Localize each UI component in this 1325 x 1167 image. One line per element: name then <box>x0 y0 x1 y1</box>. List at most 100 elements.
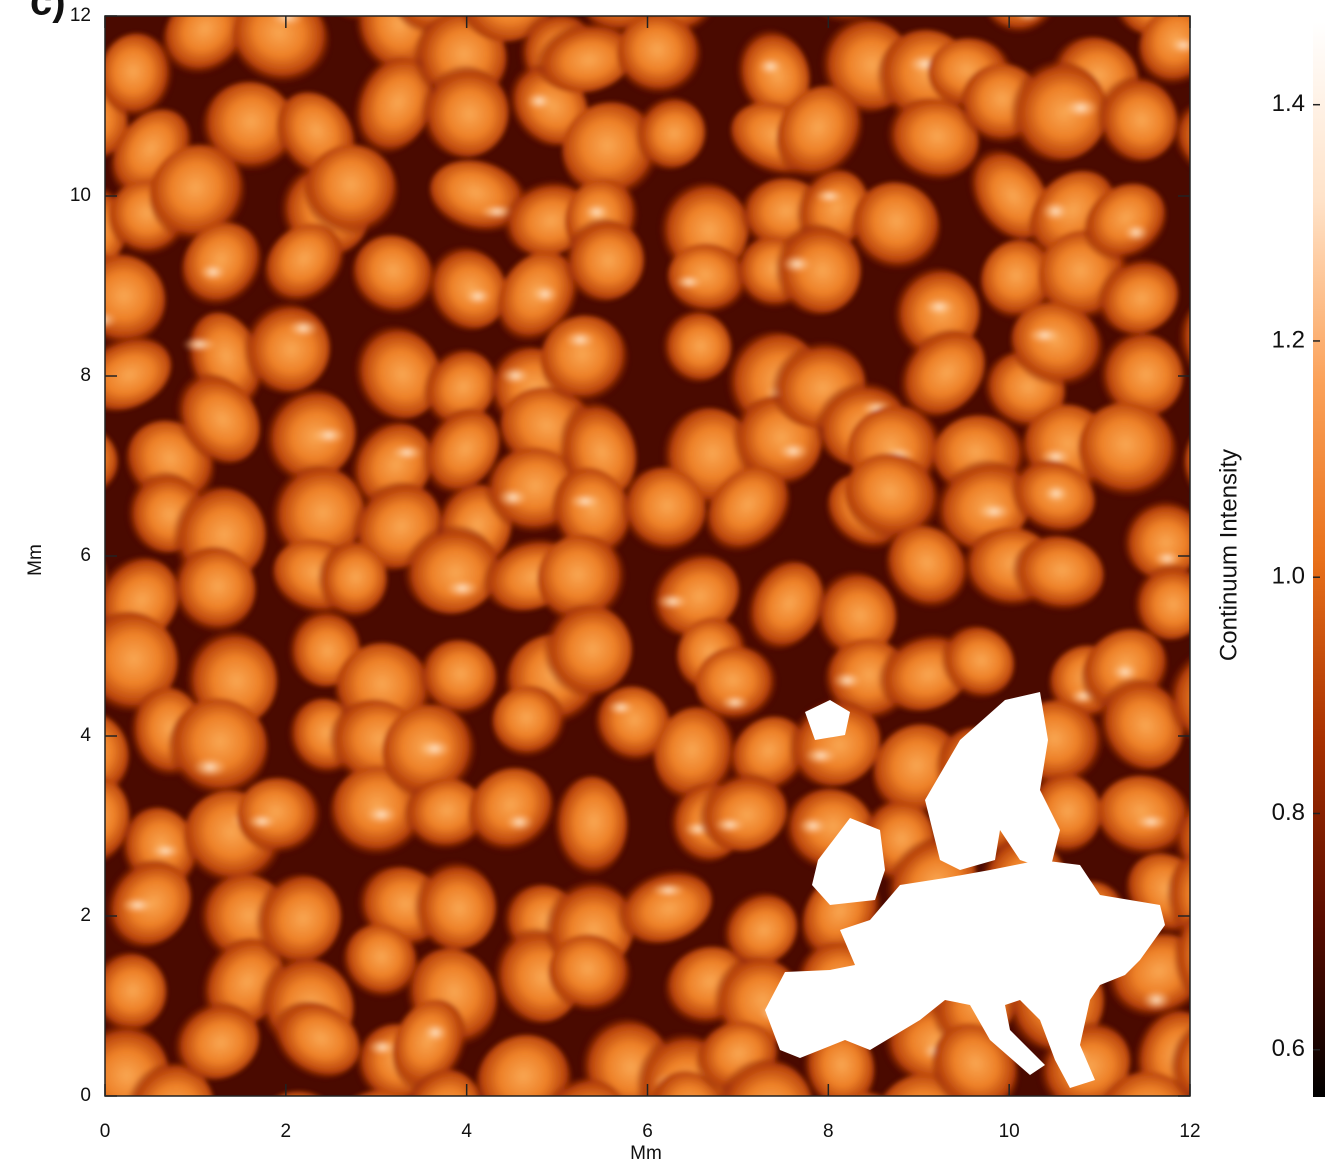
bright-spot <box>247 814 277 829</box>
bright-spot <box>86 311 118 329</box>
bright-spot <box>1170 37 1196 54</box>
granule <box>1209 0 1295 35</box>
bright-spot <box>777 442 808 460</box>
bright-spot <box>423 1023 448 1042</box>
bright-spot <box>1134 814 1167 830</box>
colorbar-tick-label: 1.0 <box>1272 563 1305 590</box>
granule <box>0 6 119 131</box>
x-axis-label: Mm <box>630 1143 662 1164</box>
x-tick-label: 6 <box>642 1121 653 1142</box>
y-tick-label: 0 <box>80 1085 91 1106</box>
x-tick-label: 8 <box>823 1121 834 1142</box>
bright-spot <box>1254 617 1285 636</box>
x-tick-label: 2 <box>281 1121 292 1142</box>
granule <box>0 836 118 959</box>
bright-spot <box>538 1135 569 1153</box>
colorbar-label: Continuum Intensity <box>1215 449 1242 661</box>
granule <box>1187 138 1302 251</box>
granule <box>954 1086 1088 1167</box>
y-tick-label: 8 <box>80 365 91 386</box>
bright-spot <box>51 1129 84 1145</box>
granule <box>152 0 241 2</box>
bright-spot <box>501 367 530 384</box>
colorbar-tick-label: 0.6 <box>1272 1035 1305 1062</box>
granule <box>1180 1048 1316 1167</box>
granule <box>6 939 81 1012</box>
bright-spot <box>200 263 227 281</box>
colorbar-tick-label: 1.4 <box>1272 90 1305 117</box>
granule <box>498 1090 610 1167</box>
granule <box>220 0 324 11</box>
bright-spot <box>53 509 87 523</box>
bright-spot <box>193 757 228 777</box>
bright-spot <box>1142 990 1171 1010</box>
bright-spot <box>1193 908 1228 923</box>
panel-label: c) <box>30 0 66 24</box>
heatmap-image <box>0 0 1316 1167</box>
bright-spot <box>365 805 397 824</box>
x-tick-label: 10 <box>999 1121 1020 1142</box>
bright-spot <box>833 672 862 689</box>
bright-spot <box>619 0 651 2</box>
bright-spot <box>714 817 745 833</box>
granule <box>1184 675 1312 805</box>
bright-spot <box>464 288 491 305</box>
bright-spot <box>565 331 596 349</box>
bright-spot <box>532 284 558 303</box>
bright-spot <box>924 298 955 316</box>
bright-spot <box>391 445 423 461</box>
y-tick-label: 4 <box>80 725 91 746</box>
colorbar-tick-label: 1.2 <box>1272 326 1305 353</box>
bright-spot <box>569 493 601 509</box>
bright-spot <box>804 747 837 764</box>
colorbar-tick-label: 0.8 <box>1272 799 1305 826</box>
y-tick-label: 2 <box>80 905 91 926</box>
bright-spot <box>1226 49 1257 67</box>
bright-spot <box>651 883 685 897</box>
bright-spot <box>182 337 217 351</box>
bright-spot <box>526 92 552 110</box>
x-tick-label: 4 <box>461 1121 472 1142</box>
bright-spot <box>1196 695 1230 714</box>
bright-spot <box>121 897 154 913</box>
granule <box>9 442 114 560</box>
x-tick-label: 0 <box>100 1121 111 1142</box>
colorbar <box>1313 22 1325 1097</box>
bright-spot <box>270 8 305 26</box>
bright-spot <box>445 579 479 597</box>
bright-spot <box>498 488 528 507</box>
x-tick-label: 12 <box>1179 1121 1200 1142</box>
bright-spot <box>505 813 533 831</box>
bright-spot <box>1015 6 1041 21</box>
granule <box>12 1004 116 1122</box>
granule <box>73 255 165 347</box>
bright-spot <box>608 700 635 715</box>
bright-spot <box>1190 348 1223 366</box>
y-tick-label: 6 <box>80 545 91 566</box>
figure: c) 0 2 4 6 8 10 12 0 2 4 6 8 10 12 Mm Mm Continuum In… <box>0 0 1325 1167</box>
y-tick-label: 12 <box>70 5 91 26</box>
bright-spot <box>782 255 813 273</box>
bright-spot <box>675 275 703 289</box>
bright-spot <box>1061 1115 1089 1129</box>
y-axis-label: Mm <box>25 544 46 576</box>
y-tick-label: 10 <box>70 185 91 206</box>
granule <box>4 624 111 723</box>
bright-spot <box>584 204 609 220</box>
bright-spot <box>657 593 689 609</box>
bright-spot <box>418 739 451 758</box>
granule <box>39 1116 135 1167</box>
bright-spot <box>312 426 345 444</box>
bright-spot <box>1123 224 1148 242</box>
bright-spot <box>35 955 61 969</box>
bright-spot <box>1063 98 1098 118</box>
bright-spot <box>758 58 783 76</box>
bright-spot <box>1028 327 1061 344</box>
bright-spot <box>1042 201 1069 221</box>
bright-spot <box>815 189 844 203</box>
bright-spot <box>288 319 319 337</box>
bright-spot <box>368 1039 397 1055</box>
bright-spot <box>977 503 1011 521</box>
bright-spot <box>77 107 105 125</box>
granule <box>1015 0 1091 10</box>
